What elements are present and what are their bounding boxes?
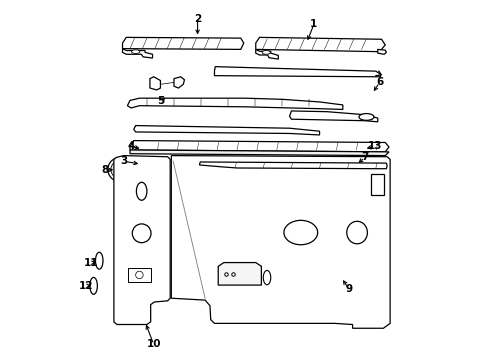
Polygon shape <box>134 126 319 135</box>
Polygon shape <box>174 77 184 88</box>
Polygon shape <box>127 98 342 109</box>
Text: 9: 9 <box>345 284 352 294</box>
Text: 4: 4 <box>127 141 135 151</box>
Polygon shape <box>122 37 243 49</box>
Text: 6: 6 <box>375 77 383 87</box>
Ellipse shape <box>346 221 366 244</box>
Text: 8: 8 <box>101 165 108 175</box>
Polygon shape <box>289 111 377 122</box>
Text: 13: 13 <box>367 141 382 151</box>
Text: 1: 1 <box>310 19 317 29</box>
Ellipse shape <box>136 182 146 200</box>
Bar <box>370 174 384 195</box>
Text: 10: 10 <box>146 339 161 350</box>
Text: 7: 7 <box>360 153 367 162</box>
Polygon shape <box>114 156 170 324</box>
Circle shape <box>108 157 132 181</box>
Polygon shape <box>255 49 278 59</box>
Polygon shape <box>377 49 386 54</box>
Ellipse shape <box>358 113 373 120</box>
Polygon shape <box>218 262 261 285</box>
Ellipse shape <box>284 220 317 245</box>
Text: 3: 3 <box>120 156 127 166</box>
Text: 2: 2 <box>194 14 201 24</box>
Ellipse shape <box>95 252 103 269</box>
Ellipse shape <box>131 50 140 54</box>
Polygon shape <box>199 162 386 169</box>
Polygon shape <box>150 77 160 90</box>
Text: 12: 12 <box>79 281 93 291</box>
Text: 5: 5 <box>157 96 164 106</box>
Circle shape <box>135 271 143 279</box>
Ellipse shape <box>90 278 97 294</box>
Polygon shape <box>122 49 152 58</box>
Circle shape <box>111 161 129 179</box>
Ellipse shape <box>262 50 270 54</box>
Polygon shape <box>130 141 388 152</box>
Polygon shape <box>171 156 389 328</box>
Text: 11: 11 <box>83 257 98 267</box>
Polygon shape <box>214 67 380 77</box>
Bar <box>128 268 150 282</box>
Ellipse shape <box>263 270 270 285</box>
Polygon shape <box>255 37 385 51</box>
Polygon shape <box>130 150 388 156</box>
Circle shape <box>116 166 123 173</box>
Circle shape <box>132 224 151 243</box>
